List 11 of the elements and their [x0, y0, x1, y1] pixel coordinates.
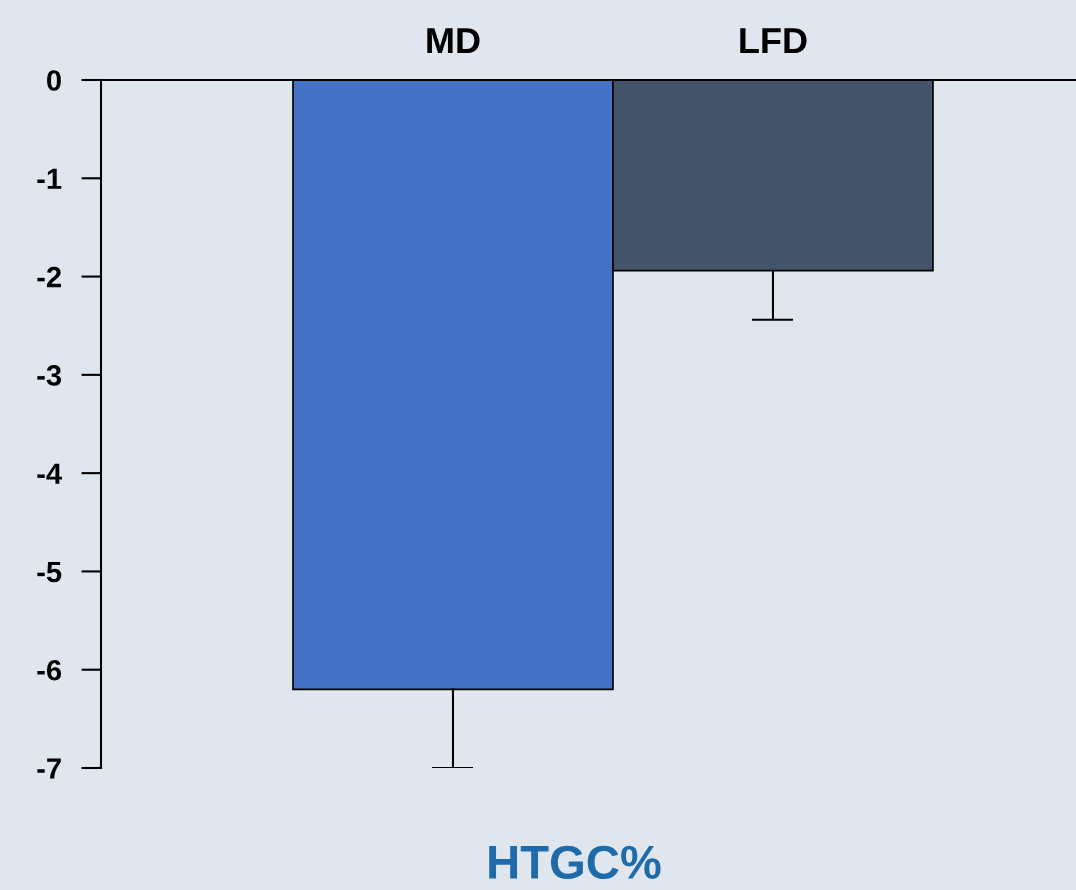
y-tick-label: -7	[37, 758, 61, 779]
y-tick-label: -5	[37, 561, 62, 583]
x-tick-label: LFD	[740, 28, 807, 54]
y-tick-label: 0	[47, 70, 61, 91]
y-tick-label: -6	[37, 659, 62, 681]
y-tick-label: -2	[37, 266, 61, 288]
x-axis-title: HTGC%	[489, 845, 661, 880]
y-tick-label: -3	[37, 365, 62, 386]
y-tick-label: -4	[37, 463, 62, 484]
x-tick-label: MD	[427, 28, 480, 54]
y-tick-label: -1	[37, 168, 62, 189]
